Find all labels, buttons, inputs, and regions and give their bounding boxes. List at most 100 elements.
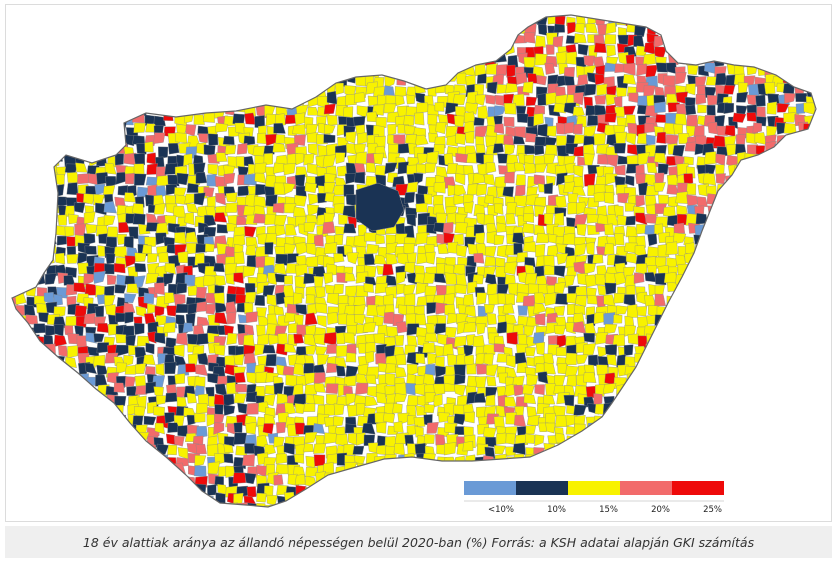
municipality-cell xyxy=(755,244,769,256)
municipality-cell xyxy=(17,433,30,444)
municipality-cell xyxy=(406,252,417,265)
municipality-cell xyxy=(304,312,318,326)
municipality-cell xyxy=(667,434,677,445)
municipality-cell xyxy=(664,464,674,476)
municipality-cell xyxy=(466,502,478,507)
municipality-cell xyxy=(448,497,461,507)
municipality-cell xyxy=(213,84,226,97)
municipality-cell xyxy=(106,274,117,285)
municipality-cell xyxy=(77,173,90,185)
municipality-cell xyxy=(562,465,574,479)
municipality-cell xyxy=(334,82,344,95)
municipality-cell xyxy=(793,366,806,378)
municipality-cell xyxy=(25,452,38,466)
municipality-cell xyxy=(344,56,357,66)
municipality-cell xyxy=(625,465,637,478)
municipality-cell xyxy=(696,385,708,396)
municipality-cell xyxy=(116,53,129,63)
municipality-cell xyxy=(55,395,68,408)
municipality-cell xyxy=(796,435,808,446)
municipality-cell xyxy=(435,5,446,12)
municipality-cell xyxy=(214,508,226,519)
municipality-cell xyxy=(177,76,189,89)
municipality-cell xyxy=(196,333,209,345)
municipality-cell xyxy=(655,464,665,477)
municipality-cell xyxy=(133,122,146,133)
municipality-cell xyxy=(794,15,807,26)
municipality-cell xyxy=(45,376,58,389)
municipality-cell xyxy=(365,342,376,354)
municipality-cell xyxy=(207,15,219,26)
municipality-cell xyxy=(207,133,219,146)
municipality-cell xyxy=(15,86,28,99)
municipality-cell xyxy=(446,135,458,147)
municipality-cell xyxy=(186,87,198,97)
municipality-cell xyxy=(815,105,816,116)
municipality-cell xyxy=(75,482,87,495)
municipality-cell xyxy=(268,334,279,346)
municipality-cell xyxy=(687,65,699,76)
municipality-cell xyxy=(382,263,394,276)
municipality-cell xyxy=(662,426,675,438)
municipality-cell xyxy=(723,223,738,237)
municipality-cell xyxy=(223,453,234,464)
municipality-cell xyxy=(573,33,587,44)
municipality-cell xyxy=(645,395,657,409)
municipality-cell xyxy=(724,426,735,440)
municipality-cell xyxy=(813,325,816,338)
municipality-cell xyxy=(725,344,739,356)
municipality-cell xyxy=(644,123,656,134)
municipality-cell xyxy=(733,32,747,45)
municipality-cell xyxy=(364,232,377,242)
municipality-cell xyxy=(653,182,666,192)
municipality-cell xyxy=(126,283,139,294)
municipality-cell xyxy=(486,364,499,377)
municipality-cell xyxy=(12,451,18,464)
municipality-cell xyxy=(695,45,708,58)
municipality-cell xyxy=(743,332,755,344)
municipality-cell xyxy=(525,425,537,435)
municipality-cell xyxy=(305,256,319,268)
municipality-cell xyxy=(224,354,236,367)
municipality-cell xyxy=(214,16,226,29)
municipality-cell xyxy=(754,401,767,414)
municipality-cell xyxy=(706,15,719,18)
caption-bar: 18 év alattiak aránya az állandó népessé… xyxy=(5,526,832,558)
municipality-cell xyxy=(437,62,450,74)
municipality-cell xyxy=(725,266,738,278)
municipality-cell xyxy=(646,162,658,174)
municipality-cell xyxy=(74,15,86,18)
choropleth-map: <10% 10% 15% 20% 25% xyxy=(11,5,817,519)
municipality-cell xyxy=(813,114,816,125)
municipality-cell xyxy=(546,125,557,137)
municipality-cell xyxy=(456,464,468,477)
municipality-cell xyxy=(446,15,460,27)
municipality-cell xyxy=(526,414,541,426)
municipality-cell xyxy=(293,363,305,376)
municipality-cell xyxy=(534,292,547,304)
municipality-cell xyxy=(12,234,17,246)
municipality-cell xyxy=(247,15,257,26)
municipality-cell xyxy=(195,443,207,455)
municipality-cell xyxy=(675,445,689,458)
municipality-cell xyxy=(556,135,568,147)
municipality-cell xyxy=(63,84,75,97)
municipality-cell xyxy=(63,426,73,438)
municipality-cell xyxy=(278,72,289,84)
municipality-cell xyxy=(475,232,485,246)
municipality-cell xyxy=(107,443,118,453)
municipality-cell xyxy=(744,306,756,318)
municipality-cell xyxy=(654,373,668,384)
municipality-cell xyxy=(357,132,368,145)
municipality-cell xyxy=(275,35,286,47)
municipality-cell xyxy=(408,5,420,14)
municipality-cell xyxy=(145,81,158,94)
municipality-cell xyxy=(545,44,555,55)
municipality-cell xyxy=(537,15,550,16)
municipality-cell xyxy=(446,24,458,37)
municipality-cell xyxy=(756,443,768,453)
municipality-cell xyxy=(704,453,717,465)
municipality-cell xyxy=(425,162,437,173)
municipality-cell xyxy=(792,52,805,65)
municipality-cell xyxy=(394,86,407,97)
